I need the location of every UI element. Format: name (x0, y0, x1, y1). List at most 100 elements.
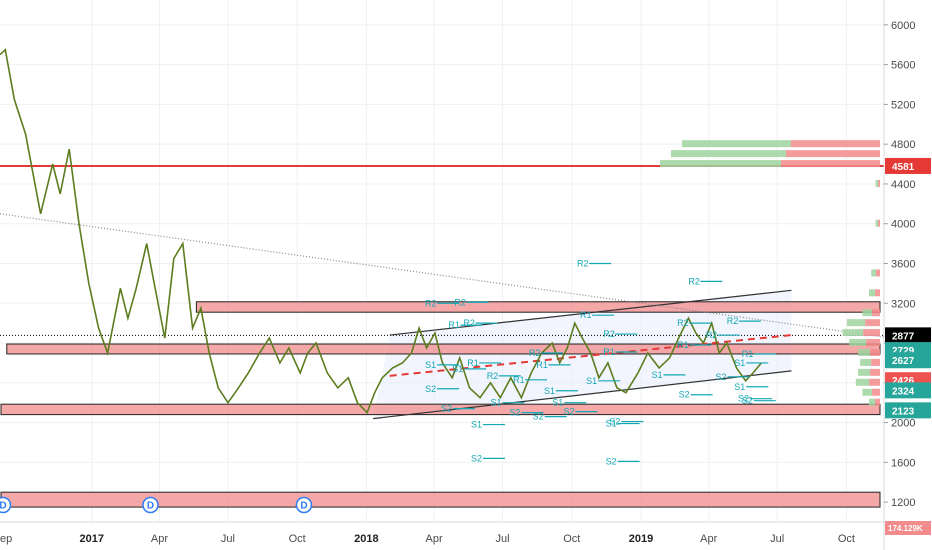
y-tick-label: 3600 (891, 258, 915, 270)
pivot-label: S2 (564, 407, 575, 417)
volume-bar-up (869, 289, 876, 297)
x-tick-label: 2017 (80, 533, 104, 545)
price-tag (885, 157, 931, 174)
price-tag-label: 2729 (892, 346, 915, 357)
x-tick-label: ep (0, 533, 12, 545)
x-tick-label: Jul (496, 533, 510, 545)
pivot-label: S1 (652, 370, 663, 380)
pivot-label: S1 (552, 398, 563, 408)
volume-tag (885, 521, 931, 535)
pivot-label: S2 (679, 390, 690, 400)
price-tag-label: 4581 (892, 162, 915, 173)
volume-bar-up (862, 388, 873, 396)
y-tick-label: 1600 (891, 457, 915, 469)
pivot-label: S2 (425, 384, 436, 394)
pivot-label: R1 (513, 375, 525, 385)
dividend-marker[interactable] (0, 496, 12, 514)
pivot-label: S2 (715, 372, 726, 382)
pivot-label: R1 (603, 347, 615, 357)
price-tag (885, 382, 931, 399)
zone (195, 301, 881, 313)
y-tick-label: 2000 (891, 418, 915, 430)
pivot-label: R2 (425, 298, 437, 308)
volume-profile (660, 140, 880, 406)
pivot-label: S2 (742, 396, 753, 406)
y-tick-label: 5200 (891, 99, 915, 111)
price-tag-label: 2426 (892, 376, 915, 387)
volume-bar-up (858, 368, 871, 376)
pivot-label: R1 (448, 320, 460, 330)
x-tick-label: Apr (700, 533, 717, 545)
y-tick-label: 6000 (891, 20, 915, 32)
trendline (389, 289, 792, 336)
volume-bar-down (871, 358, 880, 366)
price-series (0, 48, 763, 415)
pivot-label: R2 (487, 371, 499, 381)
pivot-label: R1 (467, 358, 479, 368)
volume-bar-up (869, 398, 876, 406)
pivot-label: R1 (677, 340, 689, 350)
y-tick-label: 3200 (891, 298, 915, 310)
x-tick-label: Oct (838, 533, 855, 545)
volume-bar-up (862, 309, 873, 317)
pivot-label: R2 (677, 318, 689, 328)
volume-bar-up (682, 140, 791, 148)
dividend-marker-label: D (300, 501, 307, 512)
dividend-marker-label: D (0, 501, 7, 512)
pivot-label: S1 (606, 419, 617, 429)
price-tag (885, 327, 931, 344)
volume-bar-up (875, 219, 879, 227)
price-line (0, 48, 763, 415)
volume-bar-down (790, 140, 880, 148)
dividend-marker[interactable] (142, 496, 159, 514)
x-tick-label: Oct (563, 533, 580, 545)
pivot-label: R1 (536, 360, 548, 370)
volume-bar-up (847, 319, 866, 327)
price-tag-label: 2123 (892, 406, 915, 417)
y-tick-label: 5600 (891, 60, 915, 72)
pivot-label: S2 (609, 417, 620, 427)
volume-bar-up (858, 348, 871, 356)
pivot-label: R2 (688, 276, 700, 286)
y-tick-label: 4000 (891, 219, 915, 231)
pivot-label: S1 (491, 398, 502, 408)
volume-bar-down (781, 160, 880, 168)
pivot-label: R2 (463, 318, 475, 328)
pivot-label: S2 (471, 453, 482, 463)
dividend-marker[interactable] (295, 496, 313, 514)
pivot-label: S1 (425, 360, 436, 370)
pivot-label: S2 (509, 408, 520, 418)
pivot-label: S2 (606, 456, 617, 466)
zone (0, 403, 881, 416)
price-tag (885, 402, 931, 419)
volume-bar-up (842, 329, 864, 337)
pivot-label: S1 (452, 364, 463, 374)
pivot-label: S2 (441, 404, 452, 414)
volume-bar-up (855, 378, 870, 386)
pivot-label: R2 (577, 258, 589, 268)
x-tick-label: Apr (151, 533, 168, 545)
x-tick-label: Jul (221, 533, 235, 545)
pivot-label: S1 (586, 376, 597, 386)
pivot-label: R1 (580, 310, 592, 320)
volume-bar-down (878, 179, 880, 187)
pivot-label: S2 (533, 412, 544, 422)
price-tag-label: 2877 (892, 331, 915, 342)
volume-bar-down (875, 289, 880, 297)
x-tick-label: Jul (770, 533, 784, 545)
pivot-label: R1 (742, 349, 754, 359)
price-tag-label: 2324 (892, 386, 915, 397)
zone (0, 491, 881, 508)
y-tick-label: 4400 (891, 179, 915, 191)
price-tag (885, 352, 931, 369)
pivot-label: R2 (727, 316, 739, 326)
x-tick-label: Apr (426, 533, 443, 545)
volume-bar-down (865, 319, 880, 327)
volume-bar-down (869, 378, 880, 386)
pivot-label: S1 (544, 386, 555, 396)
volume-bar-down (876, 269, 880, 277)
volume-bar-up (875, 179, 879, 187)
